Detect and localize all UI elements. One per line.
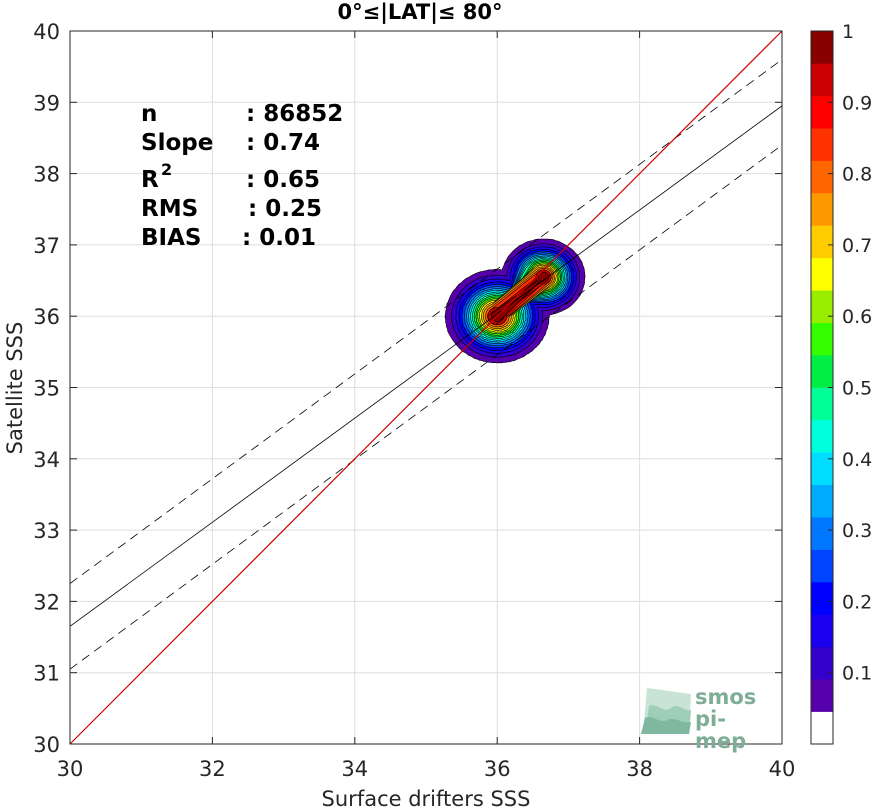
stats-box: n : 86852 Slope : 0.74 R 2 : 0.65 RMS : … [141,101,343,251]
x-tick-label: 34 [341,757,368,781]
colorbar-band [811,225,833,259]
x-tick-label: 40 [769,757,796,781]
colorbar-band [811,31,833,64]
colorbar-band [811,160,833,194]
colorbar-ticks: 0.1 0.2 0.3 0.4 0.5 0.6 0.7 0.8 0.9 1 [828,21,872,685]
x-axis-label: Surface drifters SSS [322,787,531,808]
fit-upper-bound-line [69,59,783,584]
y-tick-label: 32 [33,590,60,614]
colorbar-band [811,322,833,356]
colorbar-band [811,95,833,129]
stat-bias-value: : 0.01 [242,225,316,251]
y-tick-label: 37 [33,234,60,258]
colorbar-tick-label: 0.8 [842,164,872,186]
logo-line1: smos [695,685,757,709]
stat-rms-value: : 0.25 [248,196,322,222]
x-tick-label: 38 [626,757,653,781]
x-tick-label: 32 [199,757,226,781]
y-tick-label: 31 [33,662,60,686]
colorbar-band [811,355,833,388]
colorbar-tick-label: 0.6 [842,306,872,328]
colorbar-band [811,484,833,518]
colorbar-band [811,614,833,648]
fit-lower-bound-line [69,144,783,670]
chart-title: 0°≤|LAT|≤ 80° [337,0,502,25]
one-to-one-line [69,30,783,745]
y-tick-label: 35 [33,377,60,401]
regression-lines [69,30,783,745]
colorbar-band [811,257,833,291]
colorbar-band [811,128,833,161]
colorbar-tick-label: 0.9 [842,92,872,114]
colorbar-tick-label: 0.4 [842,449,872,471]
logo-line2: pi-mep [695,707,747,753]
y-axis-ticks: 30 31 32 33 34 35 36 37 38 39 40 [33,20,782,757]
colorbar-band [811,646,833,680]
y-tick-label: 30 [33,733,60,757]
x-tick-label: 36 [484,757,511,781]
y-tick-label: 34 [33,448,60,472]
colorbar-band [811,193,833,226]
y-tick-label: 40 [33,20,60,44]
colorbar-band [811,387,833,421]
colorbar-tick-label: 0.1 [842,663,872,685]
colorbar-band [811,419,833,453]
colorbar-band [811,679,833,712]
smos-pi-mep-logo: smos pi-mep [637,684,777,752]
colorbar-band [811,549,833,583]
stat-slope-label: Slope [141,130,213,156]
y-tick-label: 33 [33,519,60,543]
stat-slope-value: : 0.74 [246,130,320,156]
y-tick-label: 38 [33,163,60,187]
stat-r2-superscript: 2 [161,160,172,179]
x-axis-ticks: 30 32 34 36 38 40 [57,31,796,781]
stat-bias-label: BIAS [141,225,201,251]
x-tick-label: 30 [57,757,84,781]
colorbar-tick-label: 0.5 [842,378,872,400]
y-axis-label: Satellite SSS [3,322,27,455]
colorbar-band [811,290,833,323]
colorbar-band [811,452,833,486]
stat-n-value: : 86852 [246,101,343,127]
colorbar-tick-label: 1 [842,21,854,43]
logo-mark-icon [641,688,691,734]
colorbar-band [811,581,833,615]
stat-rms-label: RMS [141,196,198,222]
colorbar-tick-label: 0.3 [842,520,872,542]
colorbar-band [811,517,833,550]
colorbar [810,30,834,745]
fit-line [69,105,783,627]
colorbar-tick-label: 0.7 [842,235,872,257]
stat-r2-value: : 0.65 [246,167,320,193]
stat-r2-label: R [141,167,159,193]
colorbar-band [811,711,833,745]
y-tick-label: 36 [33,305,60,329]
colorbar-band [811,63,833,97]
colorbar-tick-label: 0.2 [842,591,872,613]
stat-n-label: n [141,101,157,127]
y-tick-label: 39 [33,91,60,115]
